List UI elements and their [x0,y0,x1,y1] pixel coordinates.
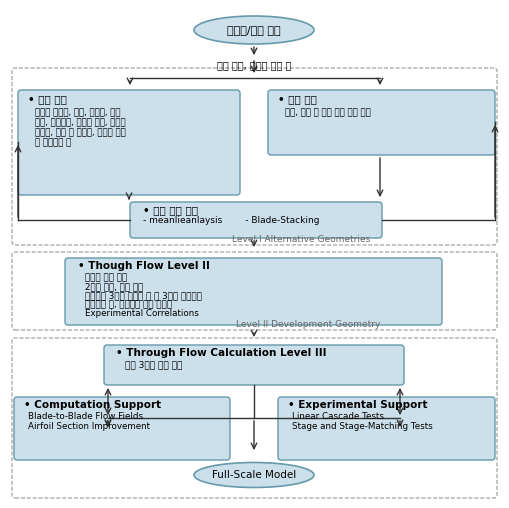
FancyBboxPatch shape [268,90,495,155]
Text: 임펠러 회전수, 유형, 압력비, 흡입: 임펠러 회전수, 유형, 압력비, 흡입 [35,108,121,117]
FancyBboxPatch shape [104,345,404,385]
Text: Level I Alternative Geometries: Level I Alternative Geometries [232,235,370,244]
Text: • 예상 성능 분석: • 예상 성능 분석 [143,205,198,215]
Text: Level II Development Geometry: Level II Development Geometry [236,320,380,329]
Text: Experimental Correlations: Experimental Correlations [85,309,199,318]
Text: • Experimental Support: • Experimental Support [288,400,428,410]
Text: • Computation Support: • Computation Support [24,400,161,410]
Text: - meanlieanlaysis        - Blade-Stacking: - meanlieanlaysis - Blade-Stacking [143,216,320,225]
FancyBboxPatch shape [12,252,497,330]
Text: Full-Scale Model: Full-Scale Model [212,470,296,480]
Text: 날개수, 직경 및 출구폭, 임펠러 가공: 날개수, 직경 및 출구폭, 임펠러 가공 [35,128,126,137]
Text: 시스템/설계 준비: 시스템/설계 준비 [227,25,281,35]
FancyBboxPatch shape [278,397,495,460]
Ellipse shape [194,462,314,488]
FancyBboxPatch shape [18,90,240,195]
Text: 압축기 기초 설계: 압축기 기초 설계 [85,273,127,282]
Text: 시 제약사항 등: 시 제약사항 등 [35,138,71,147]
Text: 압축기의 3차원 형상화 및 준 3차원 유동해석: 압축기의 3차원 형상화 및 준 3차원 유동해석 [85,291,202,300]
Text: 심사, 수정 및 단계 추가 또는 제거: 심사, 수정 및 단계 추가 또는 제거 [285,108,371,117]
FancyBboxPatch shape [130,202,382,238]
Text: 구경, 토출구경, 압축기 크기, 임펠러: 구경, 토출구경, 압축기 크기, 임펠러 [35,118,126,127]
Text: • 예비 설계: • 예비 설계 [28,94,67,104]
Ellipse shape [194,16,314,44]
Text: 정밀 3차원 유동 해석: 정밀 3차원 유동 해석 [125,360,182,369]
Text: 2차원 설계, 성능 예측: 2차원 설계, 성능 예측 [85,282,144,291]
Text: • 예비 설계: • 예비 설계 [278,94,317,104]
Text: • Through Flow Calculation Level III: • Through Flow Calculation Level III [116,348,326,358]
FancyBboxPatch shape [65,258,442,325]
FancyBboxPatch shape [12,68,497,245]
FancyBboxPatch shape [12,338,497,498]
Text: Stage and Stage-Matching Tests: Stage and Stage-Matching Tests [292,422,433,431]
Text: Linear Cascade Tests: Linear Cascade Tests [292,412,384,421]
Text: Airfoil Section Improvement: Airfoil Section Improvement [28,422,150,431]
Text: • Though Flow Level II: • Though Flow Level II [78,261,210,271]
Text: Blade-to-Blade Flow Fields: Blade-to-Blade Flow Fields [28,412,143,421]
Text: 블레이드 멀, 에어포일 형상 재정의: 블레이드 멀, 에어포일 형상 재정의 [85,300,172,309]
Text: 품달 결정, 시스템 구성 등: 품달 결정, 시스템 구성 등 [217,60,291,70]
FancyBboxPatch shape [14,397,230,460]
